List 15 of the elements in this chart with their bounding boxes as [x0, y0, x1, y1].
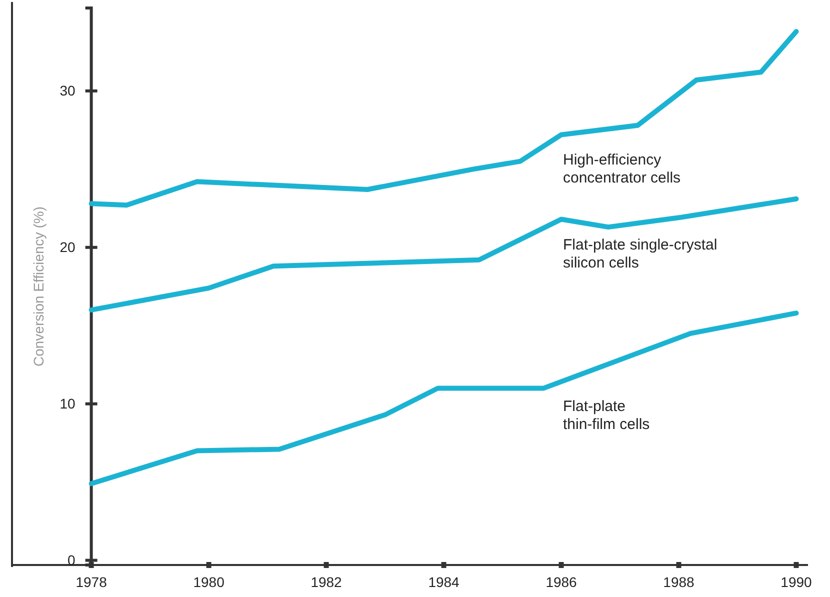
x-tick-label: 1980	[193, 574, 225, 590]
y-tick-label: 0	[68, 552, 76, 568]
series-label: High-efficiency concentrator cells	[563, 152, 681, 187]
x-tick-label: 1978	[76, 574, 108, 590]
y-tick-label: 20	[60, 238, 76, 255]
x-tick-label: 1984	[428, 574, 460, 590]
x-tick-label: 1990	[780, 574, 812, 590]
series-label: Flat-plate thin-film cells	[563, 398, 650, 433]
y-tick-label: 30	[60, 82, 76, 98]
x-tick-label: 1988	[663, 574, 695, 590]
series-label: Flat-plate single-crystal silicon cells	[563, 236, 718, 272]
y-axis-title: Conversion Efficiency (%)	[30, 206, 46, 367]
y-tick-label: 10	[60, 395, 76, 412]
x-tick-label: 1982	[310, 574, 342, 590]
x-tick-label: 1986	[546, 574, 578, 590]
